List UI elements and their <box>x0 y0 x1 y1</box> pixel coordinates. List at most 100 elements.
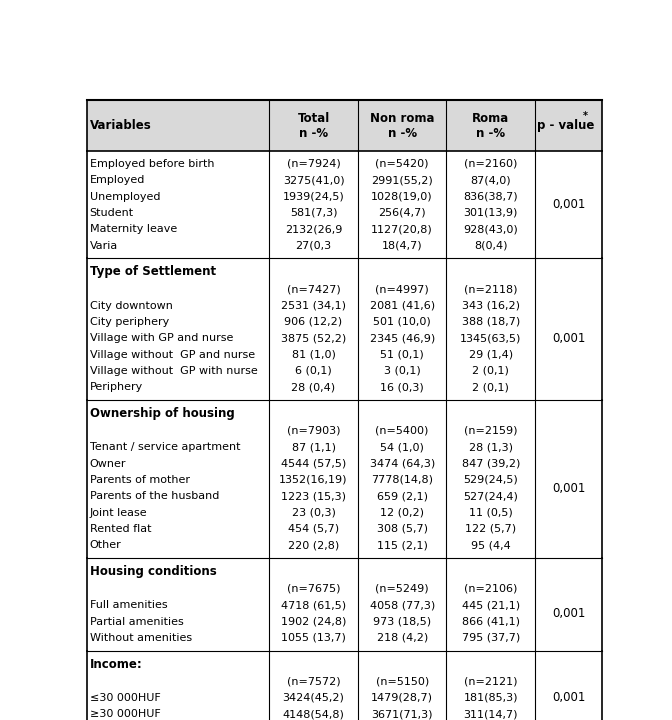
Text: 1345(63,5): 1345(63,5) <box>460 333 521 343</box>
Text: *: * <box>583 111 588 121</box>
Bar <box>87 100 602 151</box>
Text: 527(24,4): 527(24,4) <box>463 491 518 501</box>
Text: Employed: Employed <box>90 175 145 185</box>
Text: 0,001: 0,001 <box>552 691 585 704</box>
Text: 928(43,0): 928(43,0) <box>464 225 518 234</box>
Text: Total
n -%: Total n -% <box>298 112 330 140</box>
Text: 2081 (41,6): 2081 (41,6) <box>370 300 435 310</box>
Text: Rented flat: Rented flat <box>90 524 151 534</box>
Text: Joint lease: Joint lease <box>90 508 147 518</box>
Text: (n=7903): (n=7903) <box>287 426 340 436</box>
Text: 1223 (15,3): 1223 (15,3) <box>281 491 346 501</box>
Text: 1902 (24,8): 1902 (24,8) <box>281 616 346 626</box>
Text: (n=5420): (n=5420) <box>376 159 429 169</box>
Text: 2132(26,9: 2132(26,9 <box>285 225 342 234</box>
Text: (n=5249): (n=5249) <box>376 584 429 594</box>
Text: (n=7924): (n=7924) <box>287 159 341 169</box>
Text: 3 (0,1): 3 (0,1) <box>384 366 421 376</box>
Text: 6 (0,1): 6 (0,1) <box>295 366 332 376</box>
Text: (n=7427): (n=7427) <box>287 284 341 294</box>
Text: 866 (41,1): 866 (41,1) <box>462 616 519 626</box>
Text: 836(38,7): 836(38,7) <box>464 192 518 202</box>
Text: 301(13,9): 301(13,9) <box>464 208 518 218</box>
Text: 54 (1,0): 54 (1,0) <box>380 442 424 452</box>
Text: Village without  GP and nurse: Village without GP and nurse <box>90 350 255 359</box>
Text: 1479(28,7): 1479(28,7) <box>371 693 433 703</box>
Text: (n=7572): (n=7572) <box>287 676 340 686</box>
Text: Housing conditions: Housing conditions <box>90 565 216 578</box>
Text: ≤30 000HUF: ≤30 000HUF <box>90 693 161 703</box>
Text: 95 (4,4: 95 (4,4 <box>471 540 511 550</box>
Text: 122 (5,7): 122 (5,7) <box>465 524 516 534</box>
Text: 18(4,7): 18(4,7) <box>382 240 423 251</box>
Text: (n=2106): (n=2106) <box>464 584 517 594</box>
Text: Type of Settlement: Type of Settlement <box>90 266 216 279</box>
Text: Varia: Varia <box>90 240 118 251</box>
Text: Periphery: Periphery <box>90 382 143 392</box>
Text: 308 (5,7): 308 (5,7) <box>376 524 427 534</box>
Text: 501 (10,0): 501 (10,0) <box>373 317 431 327</box>
Text: 16 (0,3): 16 (0,3) <box>380 382 424 392</box>
Text: 1352(16,19): 1352(16,19) <box>280 475 348 485</box>
Text: Parents of mother: Parents of mother <box>90 475 190 485</box>
Text: 529(24,5): 529(24,5) <box>464 475 518 485</box>
Text: Village without  GP with nurse: Village without GP with nurse <box>90 366 257 376</box>
Text: 4058 (77,3): 4058 (77,3) <box>370 600 435 610</box>
Text: 3474 (64,3): 3474 (64,3) <box>370 459 435 469</box>
Text: 973 (18,5): 973 (18,5) <box>373 616 431 626</box>
Text: Parents of the husband: Parents of the husband <box>90 491 219 501</box>
Text: Other: Other <box>90 540 122 550</box>
Text: City periphery: City periphery <box>90 317 169 327</box>
Text: (n=2159): (n=2159) <box>464 426 517 436</box>
Text: 8(0,4): 8(0,4) <box>474 240 507 251</box>
Text: (n=5400): (n=5400) <box>376 426 429 436</box>
Text: Without amenities: Without amenities <box>90 633 192 643</box>
Text: (n=2160): (n=2160) <box>464 159 517 169</box>
Text: 23 (0,3): 23 (0,3) <box>292 508 335 518</box>
Text: Full amenities: Full amenities <box>90 600 167 610</box>
Text: (n=2118): (n=2118) <box>464 284 517 294</box>
Text: 3275(41,0): 3275(41,0) <box>283 175 344 185</box>
Text: 388 (18,7): 388 (18,7) <box>462 317 520 327</box>
Text: 3424(45,2): 3424(45,2) <box>283 693 345 703</box>
Text: 29 (1,4): 29 (1,4) <box>468 350 513 359</box>
Text: 3875 (52,2): 3875 (52,2) <box>281 333 346 343</box>
Text: Tenant / service apartment: Tenant / service apartment <box>90 442 240 452</box>
Text: Employed before birth: Employed before birth <box>90 159 214 169</box>
Text: 28 (0,4): 28 (0,4) <box>292 382 335 392</box>
Text: 2345 (46,9): 2345 (46,9) <box>370 333 435 343</box>
Text: 343 (16,2): 343 (16,2) <box>462 300 519 310</box>
Text: 1028(19,0): 1028(19,0) <box>372 192 433 202</box>
Text: 3671(71,3): 3671(71,3) <box>372 709 433 719</box>
Text: Village with GP and nurse: Village with GP and nurse <box>90 333 233 343</box>
Text: 0,001: 0,001 <box>552 607 585 620</box>
Text: 1127(20,8): 1127(20,8) <box>371 225 433 234</box>
Text: Partial amenities: Partial amenities <box>90 616 183 626</box>
Text: 87(4,0): 87(4,0) <box>470 175 511 185</box>
Text: 2 (0,1): 2 (0,1) <box>472 382 509 392</box>
Text: 581(7,3): 581(7,3) <box>290 208 337 218</box>
Text: 1055 (13,7): 1055 (13,7) <box>281 633 346 643</box>
Text: 0,001: 0,001 <box>552 332 585 345</box>
Text: p - value: p - value <box>538 120 595 132</box>
Text: Owner: Owner <box>90 459 126 469</box>
Text: 87 (1,1): 87 (1,1) <box>292 442 335 452</box>
Text: 4544 (57,5): 4544 (57,5) <box>281 459 346 469</box>
Text: 7778(14,8): 7778(14,8) <box>371 475 433 485</box>
Text: 906 (12,2): 906 (12,2) <box>284 317 343 327</box>
Text: 0,001: 0,001 <box>552 482 585 495</box>
Text: 2 (0,1): 2 (0,1) <box>472 366 509 376</box>
Text: 4718 (61,5): 4718 (61,5) <box>281 600 346 610</box>
Text: 1939(24,5): 1939(24,5) <box>283 192 344 202</box>
Text: ≥30 000HUF: ≥30 000HUF <box>90 709 161 719</box>
Text: 795 (37,7): 795 (37,7) <box>462 633 520 643</box>
Text: 454 (5,7): 454 (5,7) <box>288 524 339 534</box>
Text: (n=2121): (n=2121) <box>464 676 517 686</box>
Text: 256(4,7): 256(4,7) <box>378 208 426 218</box>
Text: 0,001: 0,001 <box>552 198 585 211</box>
Text: 445 (21,1): 445 (21,1) <box>462 600 520 610</box>
Text: (n=7675): (n=7675) <box>287 584 340 594</box>
Text: 81 (1,0): 81 (1,0) <box>292 350 335 359</box>
Text: 220 (2,8): 220 (2,8) <box>288 540 339 550</box>
Text: Roma
n -%: Roma n -% <box>472 112 509 140</box>
